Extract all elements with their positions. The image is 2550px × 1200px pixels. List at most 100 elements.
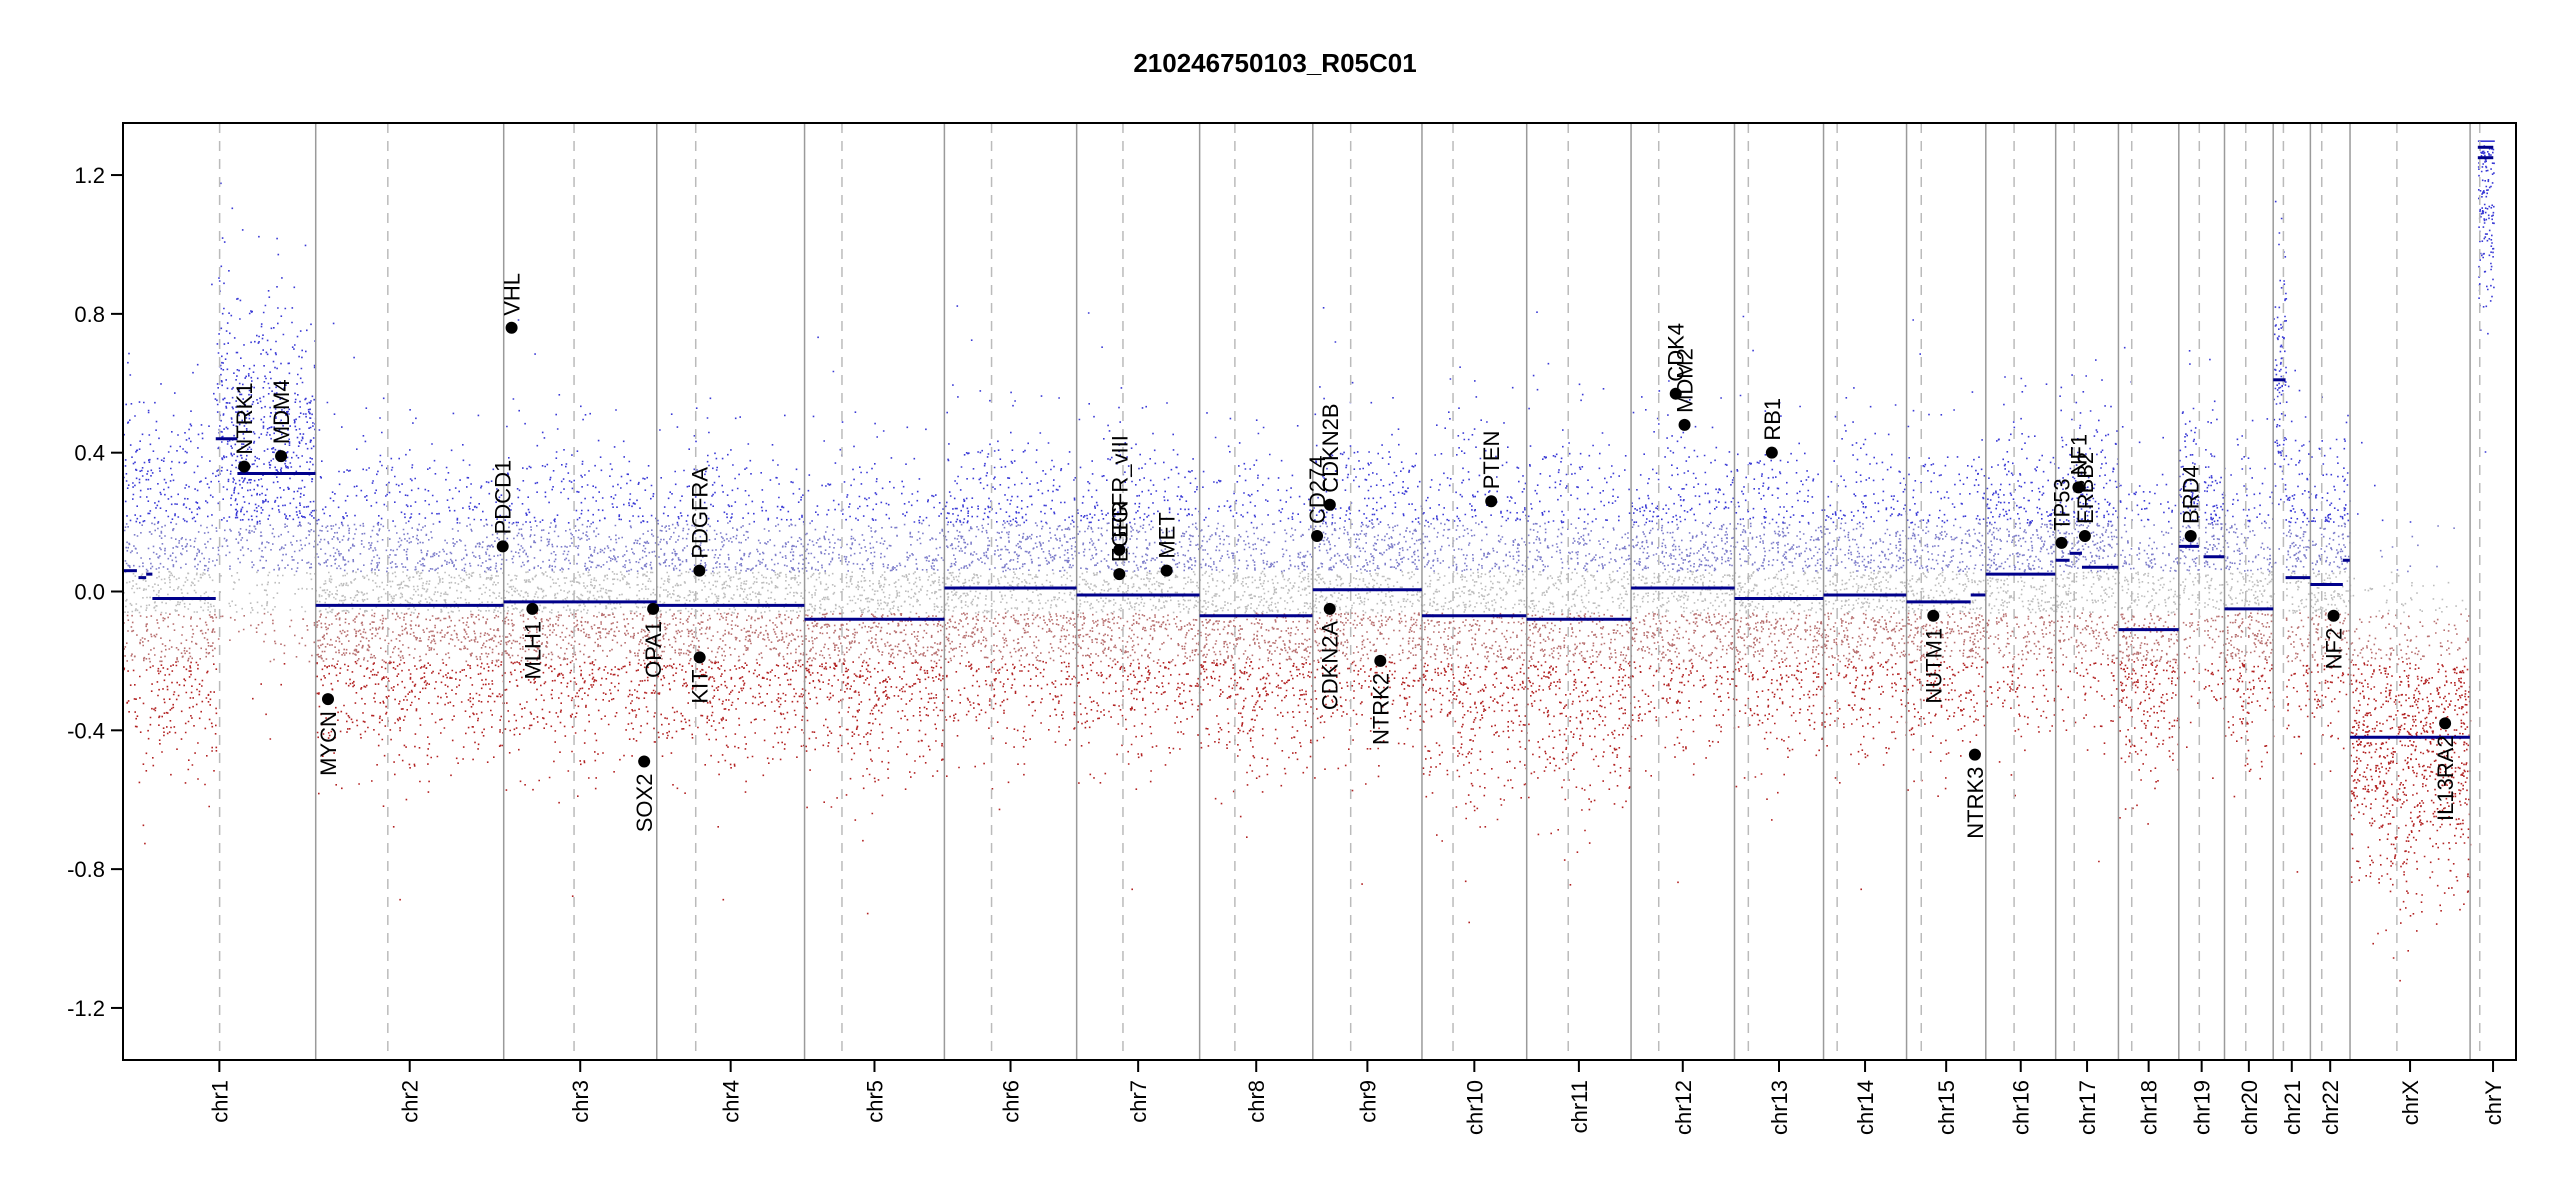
gene-label-egfr_viii: EGFR_vIII: [1107, 435, 1132, 538]
gene-label-ntrk1: NTRK1: [232, 382, 257, 454]
gene-label-il13ra2: IL13RA2: [2433, 735, 2458, 821]
probe-points-neutral: [123, 570, 2467, 614]
x-tick-label-chr16: chr16: [2009, 1080, 2034, 1135]
gene-point-opa1: [647, 602, 660, 615]
y-tick-label: 1.2: [74, 163, 105, 188]
gene-label-cdkn2b: CDKN2B: [1318, 403, 1343, 492]
probe-points-low-gain: [123, 522, 2455, 573]
y-tick-label: -1.2: [67, 996, 105, 1021]
gene-point-met: [1160, 564, 1173, 577]
x-tick-label-chr3: chr3: [568, 1080, 593, 1123]
gene-point-egfr: [1113, 568, 1126, 581]
gene-point-ntrk2: [1374, 654, 1387, 667]
segment-lines: [123, 145, 2494, 739]
gene-label-ntrk3: NTRK3: [1963, 767, 1988, 839]
x-tick-label-chr17: chr17: [2075, 1080, 2100, 1135]
gene-point-egfr_viii: [1113, 543, 1126, 556]
gene-point-cd274: [1311, 529, 1324, 542]
gene-label-mycn: MYCN: [316, 711, 341, 776]
gene-point-cdkn2b: [1323, 498, 1336, 511]
gene-label-cd274: CD274: [1305, 455, 1330, 523]
x-tick-label-chr20: chr20: [2237, 1080, 2262, 1135]
gene-point-pten: [1485, 495, 1498, 508]
x-tick-label-chr19: chr19: [2190, 1080, 2215, 1135]
gene-label-vhl: VHL: [500, 273, 525, 316]
chart-title: 210246750103_R05C01: [1133, 48, 1416, 78]
probe-points-low-loss: [123, 612, 2470, 663]
gene-markers: NTRK1 MDM4 MYCN PDCD1 VHL MLH1 SOX2 OPA1 PDGFRA K…: [232, 273, 2458, 839]
x-tick-label-chr4: chr4: [719, 1080, 744, 1123]
gene-label-nf2: NF2: [2322, 628, 2347, 670]
x-tick-label-chr6: chr6: [999, 1080, 1024, 1123]
gene-point-pdgfra: [693, 564, 706, 577]
gene-label-brd4: BRD4: [2179, 465, 2204, 524]
gene-point-cdk4: [1669, 387, 1682, 400]
y-tick-label: 0.0: [74, 580, 105, 605]
gene-label-pten: PTEN: [1479, 431, 1504, 490]
x-tick-label-chr14: chr14: [1853, 1080, 1878, 1135]
gene-point-pdcd1: [496, 540, 509, 553]
gene-point-nf2: [2327, 609, 2340, 622]
x-tick-label-chr2: chr2: [398, 1080, 423, 1123]
gene-label-pdcd1: PDCD1: [491, 460, 516, 535]
gene-point-cdkn2a: [1323, 602, 1336, 615]
gene-label-cdk4: CDK4: [1664, 323, 1689, 382]
x-axis: chr1 chr2 chr3 chr4 chr5 chr6 chr7 chr8 chr9 chr1…: [207, 1060, 2506, 1135]
gene-point-nf1: [2072, 481, 2085, 494]
gene-label-opa1: OPA1: [641, 621, 666, 678]
x-tick-label-chr13: chr13: [1767, 1080, 1792, 1135]
x-tick-label-chr12: chr12: [1671, 1080, 1696, 1135]
gene-label-nf1: NF1: [2066, 434, 2091, 476]
gene-label-mdm2: MDM2: [1673, 348, 1698, 413]
gene-point-il13ra2: [2439, 717, 2452, 730]
gene-label-sox2: SOX2: [632, 774, 657, 833]
gene-point-nutm1: [1927, 609, 1940, 622]
gene-label-pdgfra: PDGFRA: [687, 467, 712, 559]
gene-point-tp53: [2055, 536, 2068, 549]
plot-frame: [122, 122, 2517, 1061]
gene-label-cdkn2a: CDKN2A: [1318, 621, 1343, 711]
gene-label-mlh1: MLH1: [520, 621, 545, 680]
gene-point-mdm2: [1678, 418, 1691, 431]
gene-label-tp53: TP53: [2050, 478, 2075, 531]
gene-point-mlh1: [526, 602, 539, 615]
y-tick-label: -0.4: [67, 718, 105, 743]
x-tick-label-chrX: chrX: [2398, 1080, 2423, 1126]
x-tick-label-chr9: chr9: [1355, 1080, 1380, 1123]
gene-label-kit: KIT: [688, 669, 713, 703]
gene-point-mdm4: [275, 450, 288, 463]
gene-label-mdm4: MDM4: [269, 379, 294, 444]
gene-point-ntrk3: [1968, 748, 1981, 761]
x-tick-label-chr15: chr15: [1934, 1080, 1959, 1135]
x-tick-label-chrY: chrY: [2481, 1080, 2506, 1126]
x-tick-label-chr7: chr7: [1126, 1080, 1151, 1123]
x-tick-label-chr21: chr21: [2280, 1080, 2305, 1135]
gene-label-erbb2: ERBB2: [2073, 452, 2098, 524]
x-tick-label-chr22: chr22: [2318, 1080, 2343, 1135]
probe-points: [123, 140, 2495, 982]
x-tick-label-chr10: chr10: [1462, 1080, 1487, 1135]
gene-label-nutm1: NUTM1: [1921, 628, 1946, 704]
y-tick-label: -0.8: [67, 857, 105, 882]
gene-label-met: MET: [1155, 512, 1180, 558]
gene-point-mycn: [322, 693, 335, 706]
y-tick-label: 0.4: [74, 441, 105, 466]
x-tick-label-chr5: chr5: [862, 1080, 887, 1123]
x-tick-label-chr11: chr11: [1567, 1080, 1592, 1133]
x-tick-label-chr8: chr8: [1244, 1080, 1269, 1123]
chromosome-boundaries: [218, 123, 2481, 1060]
gene-point-rb1: [1765, 446, 1778, 459]
gene-label-rb1: RB1: [1760, 398, 1785, 441]
y-axis: 1.2 0.8 0.4 0.0 -0.4 -0.8 -1.2: [67, 163, 123, 1021]
gene-point-sox2: [638, 755, 651, 768]
y-tick-label: 0.8: [74, 302, 105, 327]
x-tick-label-chr1: chr1: [207, 1080, 232, 1123]
gene-point-erbb2: [2078, 529, 2091, 542]
gene-point-vhl: [505, 321, 518, 334]
gene-point-ntrk1: [238, 460, 251, 473]
x-tick-label-chr18: chr18: [2137, 1080, 2162, 1135]
gene-label-ntrk2: NTRK2: [1368, 673, 1393, 745]
gene-point-kit: [693, 651, 706, 664]
gene-point-brd4: [2184, 529, 2197, 542]
